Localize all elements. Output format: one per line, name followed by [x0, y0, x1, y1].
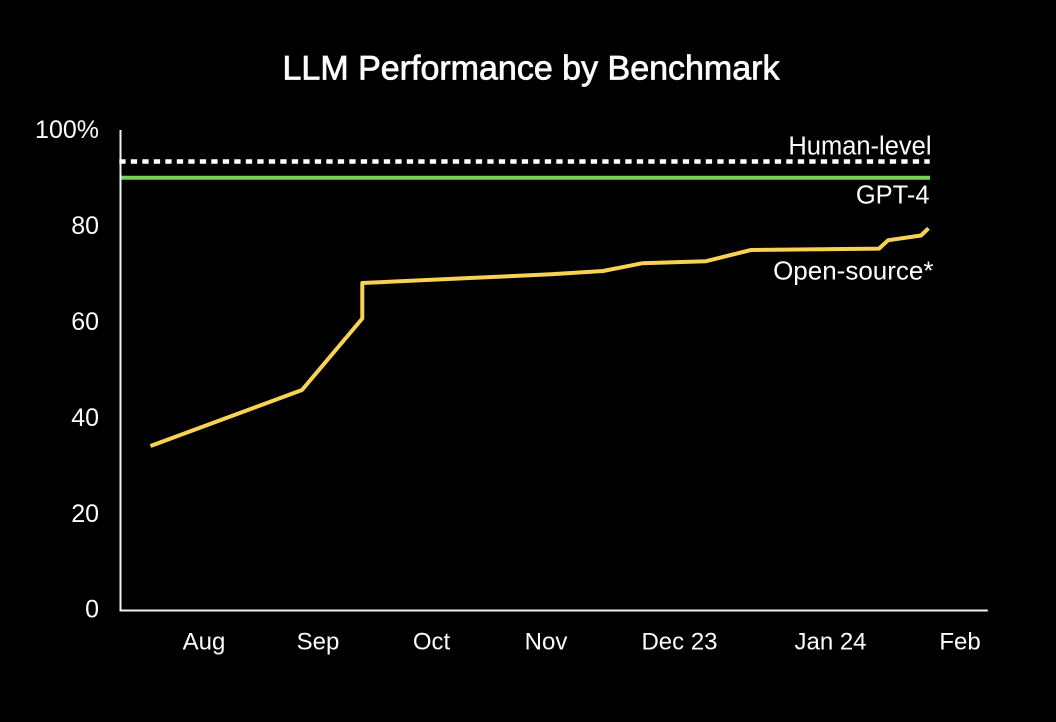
svg-text:Nov: Nov [525, 629, 568, 656]
svg-text:Jan 24: Jan 24 [794, 629, 866, 656]
svg-text:100%: 100% [35, 116, 99, 144]
svg-text:Dec 23: Dec 23 [641, 629, 717, 656]
svg-text:Aug: Aug [183, 629, 226, 656]
svg-text:Oct: Oct [413, 629, 451, 656]
svg-text:40: 40 [71, 404, 99, 432]
svg-text:Human-level: Human-level [788, 133, 931, 161]
svg-text:LLM Performance by Benchmark: LLM Performance by Benchmark [283, 50, 781, 88]
svg-text:20: 20 [71, 500, 99, 528]
svg-text:80: 80 [71, 212, 99, 240]
svg-text:0: 0 [85, 596, 99, 624]
svg-text:GPT-4: GPT-4 [856, 182, 930, 210]
svg-text:Feb: Feb [939, 629, 980, 656]
svg-text:Open-source*: Open-source* [773, 256, 933, 286]
svg-text:Sep: Sep [297, 629, 340, 656]
svg-text:60: 60 [71, 308, 99, 336]
